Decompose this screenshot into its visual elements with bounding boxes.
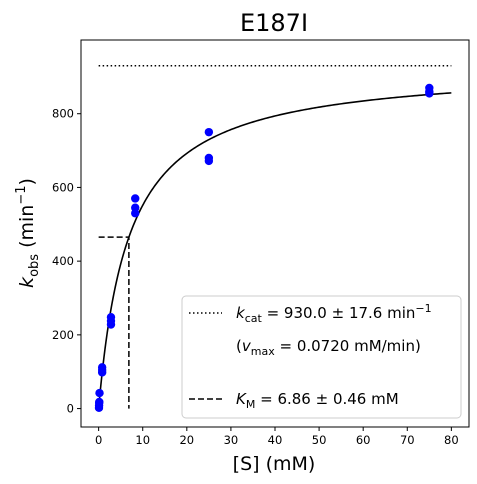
- x-tick-label: 30: [224, 433, 239, 447]
- x-tick-label: 80: [444, 433, 459, 447]
- x-tick-label: 0: [95, 433, 102, 447]
- x-tick-label: 10: [135, 433, 150, 447]
- data-point: [204, 153, 214, 163]
- x-tick-label: 20: [179, 433, 194, 447]
- x-tick-label: 70: [400, 433, 415, 447]
- y-tick-label: 400: [52, 254, 74, 268]
- y-axis-ticks: 0 200 400 600 800: [52, 107, 81, 416]
- y-axis-title: kobs (min−1): [14, 178, 42, 288]
- plot-marks: [94, 65, 452, 413]
- x-tick-label: 50: [312, 433, 327, 447]
- y-tick-label: 200: [52, 328, 74, 342]
- legend: kcat = 930.0 ± 17.6 min−1 (vmax = 0.0720 …: [181, 295, 462, 419]
- x-axis-ticks: 0 10 20 30 40 50 60 70 80: [95, 427, 459, 447]
- data-point: [131, 194, 140, 203]
- data-point: [106, 312, 116, 322]
- km-dashed-guide: [98, 236, 130, 409]
- chart-title: E187I: [240, 9, 308, 37]
- data-point: [97, 363, 107, 372]
- y-tick-label: 800: [52, 107, 74, 121]
- legend-entry: kcat = 930.0 ± 17.6 min−1: [236, 302, 432, 325]
- legend-box: [181, 295, 462, 419]
- legend-entry: (vmax = 0.0720 mM/min): [236, 337, 421, 358]
- legend-entry: KM = 6.86 ± 0.46 mM: [236, 390, 399, 411]
- data-point: [95, 388, 104, 398]
- x-tick-label: 60: [356, 433, 371, 447]
- data-point: [95, 397, 104, 407]
- data-point: [425, 83, 434, 93]
- y-tick-label: 600: [52, 180, 74, 194]
- x-axis-title: [S] (mM): [233, 453, 316, 475]
- data-point: [204, 127, 214, 137]
- data-point: [131, 203, 140, 212]
- x-tick-label: 40: [268, 433, 283, 447]
- y-tick-label: 0: [67, 402, 74, 416]
